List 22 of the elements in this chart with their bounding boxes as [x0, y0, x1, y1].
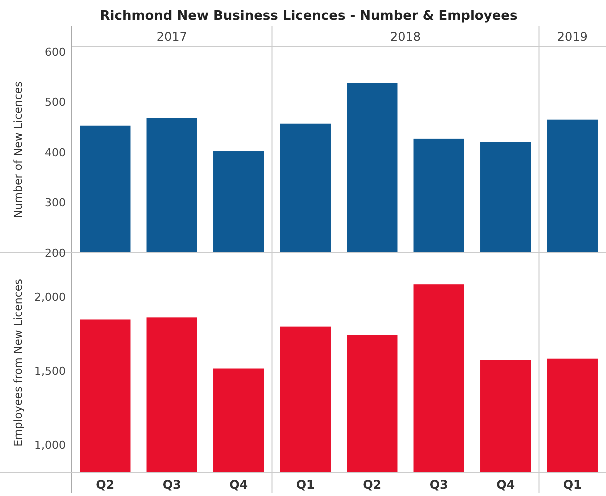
- x-tick-label: Q3: [162, 478, 182, 492]
- x-tick-label: Q3: [430, 478, 448, 492]
- x-tick-label: Q1: [563, 478, 582, 492]
- y-axis-title: Employees from New Licences: [12, 278, 25, 447]
- text: 2018: [390, 30, 422, 44]
- y-tick-label: 400: [45, 146, 66, 160]
- chart-title: Richmond New Business Licences - Number & Employees: [100, 9, 518, 24]
- text: 2017: [156, 30, 188, 44]
- y-tick-label: 600: [45, 46, 66, 59]
- x-tick-label: Q4: [496, 478, 516, 492]
- y-tick-label: 2,000: [34, 291, 66, 304]
- text: 2019: [557, 30, 588, 44]
- y-tick-label: 500: [45, 96, 66, 110]
- y-axis-title: Number of New Licences: [12, 81, 25, 218]
- x-tick-label: Q2: [363, 478, 382, 492]
- x-tick-label: Q4: [230, 478, 248, 492]
- y-tick-label: 1,000: [34, 438, 66, 452]
- x-tick-label: Q2: [96, 478, 115, 492]
- y-tick-label: 300: [45, 196, 66, 210]
- y-tick-label: 1,500: [34, 364, 66, 378]
- x-tick-label: Q1: [296, 478, 315, 492]
- y-tick-label: 200: [45, 246, 66, 260]
